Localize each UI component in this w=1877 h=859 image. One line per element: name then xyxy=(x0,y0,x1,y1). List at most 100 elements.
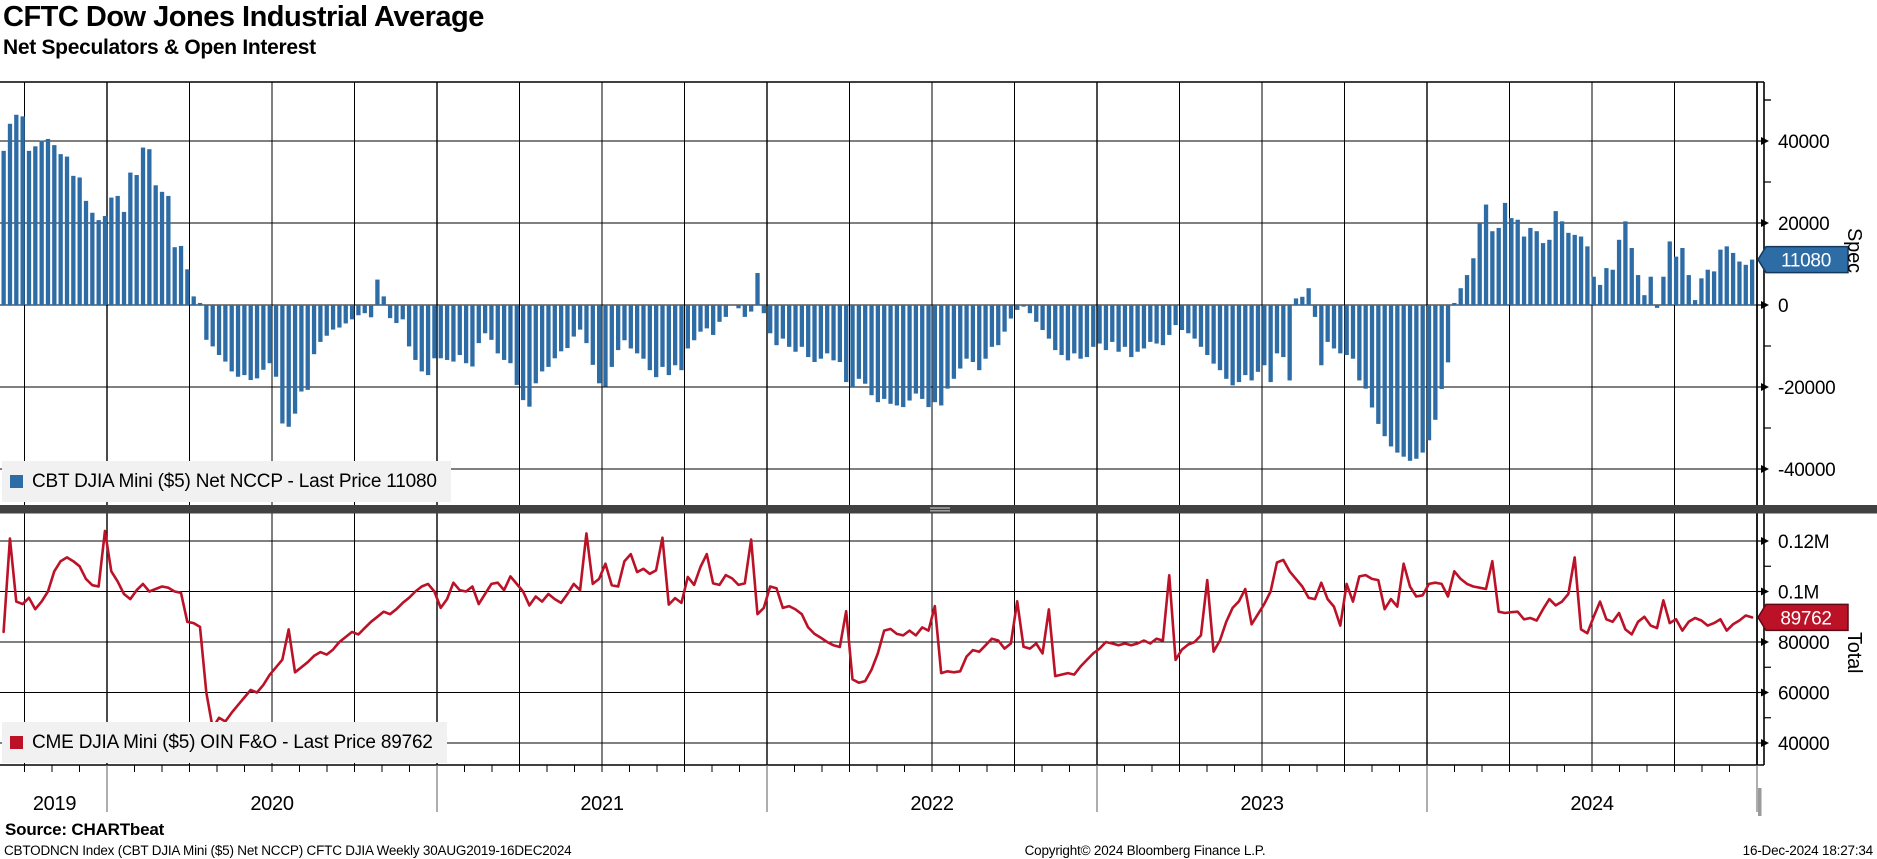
bar xyxy=(337,305,342,328)
bar xyxy=(1686,275,1691,305)
bar xyxy=(432,305,437,359)
bar xyxy=(1192,305,1197,339)
tick-arrow-icon xyxy=(1761,638,1769,646)
bar xyxy=(292,305,298,414)
bar xyxy=(1749,259,1755,305)
bar xyxy=(1572,234,1577,305)
bar xyxy=(14,114,19,305)
bar xyxy=(742,305,747,317)
bar xyxy=(1122,305,1128,347)
bar xyxy=(774,305,779,346)
scrollbar-thumb[interactable] xyxy=(1758,788,1762,816)
bar xyxy=(1642,295,1647,305)
bar xyxy=(1730,252,1736,305)
bar xyxy=(229,305,234,372)
bar xyxy=(1072,305,1077,354)
bar xyxy=(1148,305,1153,342)
bar xyxy=(989,305,995,347)
bar xyxy=(856,305,862,379)
y-tick-label: 40000 xyxy=(1778,132,1829,153)
bar xyxy=(768,305,773,334)
bar xyxy=(1509,218,1514,305)
last-price-badge xyxy=(1757,245,1849,274)
bar xyxy=(1281,305,1286,358)
bar xyxy=(780,305,786,339)
bar xyxy=(692,305,697,341)
page-title: CFTC Dow Jones Industrial Average xyxy=(3,1,484,33)
bar xyxy=(514,305,519,385)
bar xyxy=(96,220,101,305)
bar xyxy=(1186,305,1191,334)
bar xyxy=(926,305,931,408)
bar xyxy=(761,305,766,314)
legend-open-interest-label: CME DJIA Mini ($5) OIN F&O - Last Price … xyxy=(32,731,433,753)
bar xyxy=(1002,305,1007,332)
bar xyxy=(58,154,63,305)
bar xyxy=(1711,271,1717,305)
bar xyxy=(109,197,114,305)
bar xyxy=(121,211,127,305)
bar xyxy=(1363,305,1368,389)
red-square-swatch-icon xyxy=(10,736,23,749)
bar xyxy=(115,195,120,305)
footer-timestamp: 16-Dec-2024 18:27:34 xyxy=(1742,843,1874,858)
bar xyxy=(1135,305,1140,352)
bar xyxy=(1015,305,1020,310)
bar xyxy=(1610,269,1615,305)
bar xyxy=(673,305,678,366)
bar xyxy=(1559,221,1565,305)
panel-divider xyxy=(0,505,1877,514)
bar xyxy=(901,305,906,408)
bar xyxy=(679,305,684,371)
bar xyxy=(1445,305,1451,363)
bar xyxy=(1287,305,1292,381)
bar xyxy=(977,305,982,371)
bar xyxy=(166,195,171,305)
bar xyxy=(647,305,652,371)
bar xyxy=(1053,305,1058,351)
bar xyxy=(913,305,919,394)
bar xyxy=(806,305,811,358)
bar xyxy=(254,305,260,379)
bar xyxy=(736,305,741,309)
bar xyxy=(711,305,716,335)
bar xyxy=(1382,305,1387,437)
bar xyxy=(869,305,874,396)
bar xyxy=(1724,246,1729,305)
bar xyxy=(470,305,475,367)
bar xyxy=(299,305,304,392)
bar xyxy=(77,177,82,305)
bar xyxy=(1331,305,1337,349)
bar xyxy=(1357,305,1362,381)
bar xyxy=(565,305,570,349)
bar xyxy=(324,305,329,336)
bar xyxy=(1173,305,1178,326)
legend-net-nccp-label: CBT DJIA Mini ($5) Net NCCP - Last Price… xyxy=(32,470,437,492)
legend-net-nccp: CBT DJIA Mini ($5) Net NCCP - Last Price… xyxy=(2,461,451,502)
y-tick-label: 40000 xyxy=(1778,734,1829,755)
bar xyxy=(1211,305,1216,364)
bar xyxy=(1078,305,1083,359)
bar xyxy=(558,305,564,352)
y-tick-label: -20000 xyxy=(1778,378,1835,399)
bar xyxy=(286,305,291,427)
bar xyxy=(134,175,139,305)
bar xyxy=(1521,236,1527,305)
bar xyxy=(1680,248,1685,305)
bar xyxy=(362,305,367,314)
bar xyxy=(888,305,893,404)
bar xyxy=(45,138,51,305)
tick-arrow-icon xyxy=(1761,383,1769,391)
bar xyxy=(723,305,728,317)
bar xyxy=(1065,305,1071,361)
bar xyxy=(1312,305,1318,317)
bar xyxy=(20,116,25,306)
bar xyxy=(799,305,805,347)
bar xyxy=(1414,305,1419,459)
bar xyxy=(457,305,462,356)
bar xyxy=(635,305,640,354)
bar xyxy=(1376,305,1381,424)
bar xyxy=(394,305,399,324)
bar xyxy=(413,305,418,360)
